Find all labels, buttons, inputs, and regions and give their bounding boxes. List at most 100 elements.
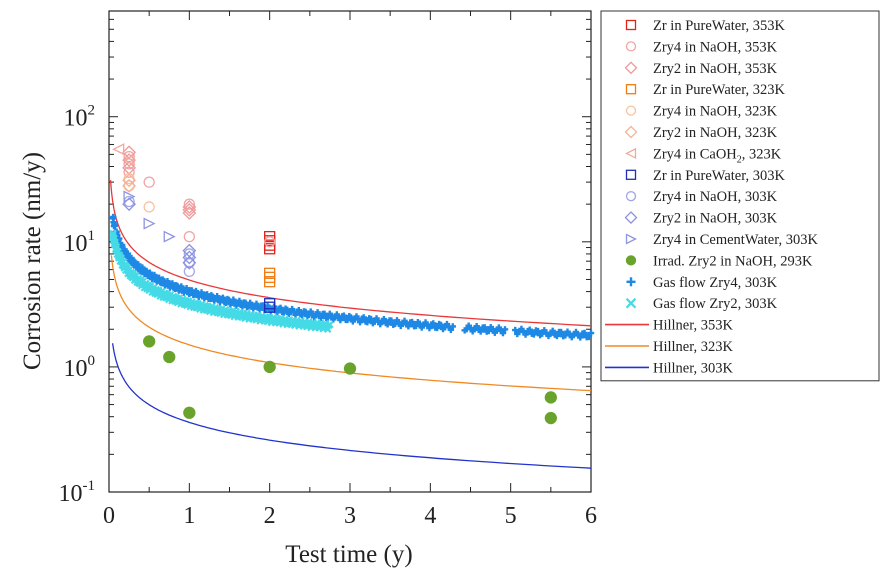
trend-point xyxy=(118,241,126,249)
trend-point xyxy=(463,325,470,333)
data-point xyxy=(122,173,137,188)
legend-swatch xyxy=(624,61,638,75)
trend-point xyxy=(236,297,243,305)
data-point xyxy=(264,276,276,288)
data-point xyxy=(544,391,557,404)
trend-point xyxy=(433,324,441,332)
legend-label: Gas flow Zry4, 303K xyxy=(653,275,778,291)
data-point xyxy=(182,202,197,217)
trend-point xyxy=(485,327,492,335)
data-point xyxy=(163,350,176,364)
trend-point xyxy=(473,322,480,330)
x-tick-label: 5 xyxy=(505,503,517,529)
legend-swatch xyxy=(625,84,637,95)
legend-swatch xyxy=(625,233,637,245)
legend-label: Zry4 in CementWater, 303K xyxy=(653,232,818,248)
trend-point xyxy=(384,321,391,328)
trend-point xyxy=(449,323,457,330)
trend-point xyxy=(499,329,507,337)
data-points xyxy=(112,143,557,425)
legend-swatch xyxy=(625,41,637,52)
trend-point xyxy=(530,331,538,338)
data-point xyxy=(143,201,155,213)
data-point xyxy=(183,265,195,278)
legend-label: Zry2 in NaOH, 323K xyxy=(653,125,778,141)
legend: Zr in PureWater, 353K Zry4 in NaOH, 353K Z… xyxy=(600,10,880,382)
legend-label: Zry2 in NaOH, 353K xyxy=(653,61,778,77)
trend-point xyxy=(360,314,367,321)
legend-swatch xyxy=(625,297,637,309)
legend-swatch xyxy=(624,211,638,225)
y-tick-label: 101 xyxy=(64,228,96,257)
legend-label: Zry4 in NaOH, 353K xyxy=(653,39,778,55)
trend-point xyxy=(314,309,321,316)
trend-point xyxy=(587,329,595,337)
legend-label: Hillner, 303K xyxy=(653,360,733,376)
data-point xyxy=(122,197,137,212)
data-point xyxy=(122,145,137,160)
trend-point xyxy=(198,289,205,296)
trend-point xyxy=(380,315,388,323)
trend-point xyxy=(416,320,423,327)
data-point xyxy=(264,236,276,248)
legend-swatch xyxy=(625,191,637,202)
trend-point xyxy=(557,328,565,336)
x-tick-label: 2 xyxy=(264,503,276,529)
y-tick-label: 100 xyxy=(64,353,96,382)
data-point xyxy=(343,362,357,375)
data-point xyxy=(183,406,196,419)
trend-point xyxy=(111,222,119,229)
x-tick-label: 6 xyxy=(585,503,597,529)
trend-point xyxy=(356,318,364,326)
trend-point xyxy=(328,312,335,319)
axes: 0 1 2 3 4 5 6 10-1 100 101 102 xyxy=(59,10,597,529)
trend-point xyxy=(522,331,529,338)
legend-box xyxy=(600,10,880,382)
fit-curve xyxy=(111,343,592,469)
trend-point xyxy=(585,333,593,341)
legend-label: Zr in PureWater, 323K xyxy=(653,82,785,98)
data-point xyxy=(182,206,197,220)
trend-point xyxy=(324,314,332,321)
trend-point xyxy=(347,314,355,321)
data-point xyxy=(122,160,137,175)
trend-point xyxy=(333,311,341,318)
legend-label: Zry4 in CaOH2, 323K xyxy=(653,146,782,165)
data-point xyxy=(183,248,195,260)
legend-label: Zr in PureWater, 303K xyxy=(653,168,785,184)
trend-point xyxy=(426,324,433,332)
x-tick-label: 4 xyxy=(424,503,436,529)
trend-point xyxy=(481,324,488,331)
data-point xyxy=(264,243,276,255)
data-point xyxy=(182,250,197,265)
y-tick-label: 10-1 xyxy=(59,478,96,507)
trend-point xyxy=(430,320,437,327)
legend-label: Gas flow Zry2, 303K xyxy=(653,296,778,312)
trend-point xyxy=(577,334,584,341)
trend-point xyxy=(388,317,395,324)
trend-point xyxy=(408,318,416,326)
fit-curve xyxy=(109,180,592,327)
data-point xyxy=(143,217,156,230)
trend-point xyxy=(326,320,334,329)
trend-point xyxy=(364,319,371,326)
data-point xyxy=(264,271,276,283)
data-point xyxy=(182,200,197,214)
fit-curves xyxy=(109,180,592,469)
legend-label: Hillner, 323K xyxy=(653,339,733,355)
data-point xyxy=(123,190,136,203)
trend-point xyxy=(581,329,588,337)
legend-label: Irrad. Zry2 in NaOH, 293K xyxy=(653,253,813,269)
data-point xyxy=(122,154,135,167)
trend-point xyxy=(534,327,542,335)
trend-point xyxy=(553,332,561,340)
trend-point xyxy=(477,328,484,335)
trend-point xyxy=(337,316,344,324)
trend-point xyxy=(391,320,399,328)
y-tick-label: 102 xyxy=(64,103,96,132)
legend-label: Zry2 in NaOH, 303K xyxy=(653,211,778,227)
trend-point xyxy=(549,327,556,335)
trend-point xyxy=(219,294,227,301)
legend-swatch xyxy=(625,255,637,266)
